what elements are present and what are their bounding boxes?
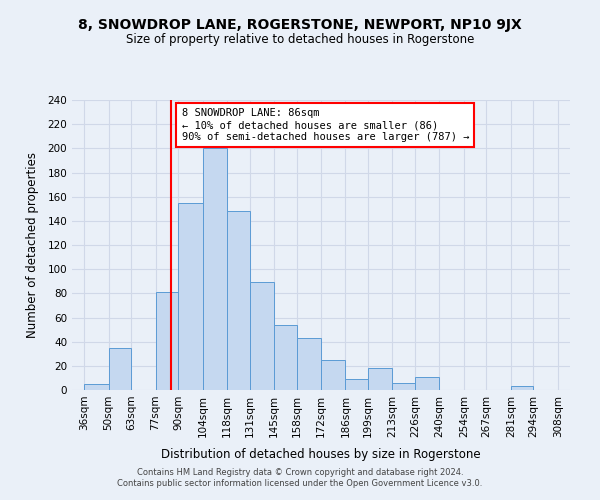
Bar — [84, 384, 109, 390]
Bar — [296, 338, 321, 390]
Bar — [250, 282, 274, 390]
Text: Contains HM Land Registry data © Crown copyright and database right 2024.
Contai: Contains HM Land Registry data © Crown c… — [118, 468, 482, 487]
Text: 8, SNOWDROP LANE, ROGERSTONE, NEWPORT, NP10 9JX: 8, SNOWDROP LANE, ROGERSTONE, NEWPORT, N… — [78, 18, 522, 32]
Bar — [511, 386, 533, 390]
Y-axis label: Number of detached properties: Number of detached properties — [26, 152, 39, 338]
X-axis label: Distribution of detached houses by size in Rogerstone: Distribution of detached houses by size … — [161, 448, 481, 461]
Bar — [274, 325, 296, 390]
Bar — [178, 202, 203, 390]
Bar — [203, 148, 227, 390]
Text: 8 SNOWDROP LANE: 86sqm
← 10% of detached houses are smaller (86)
90% of semi-det: 8 SNOWDROP LANE: 86sqm ← 10% of detached… — [182, 108, 469, 142]
Bar — [321, 360, 346, 390]
Bar — [392, 383, 415, 390]
Bar — [227, 211, 250, 390]
Bar — [346, 379, 368, 390]
Bar — [415, 376, 439, 390]
Text: Size of property relative to detached houses in Rogerstone: Size of property relative to detached ho… — [126, 32, 474, 46]
Bar — [109, 348, 131, 390]
Bar — [155, 292, 178, 390]
Bar — [368, 368, 392, 390]
